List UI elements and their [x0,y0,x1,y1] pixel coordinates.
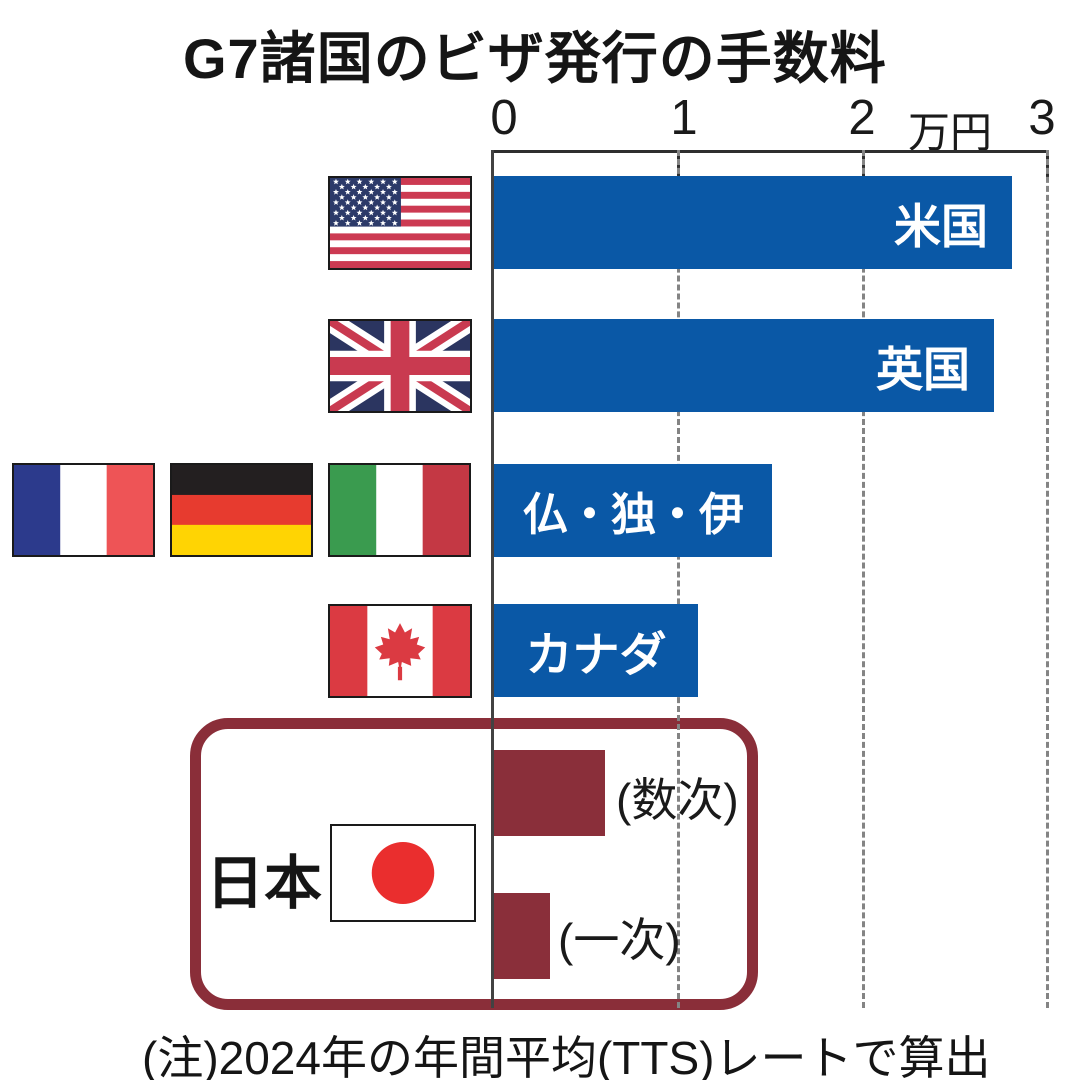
axis-tick-label-0: 0 [490,91,518,145]
italy-flag-icon [328,463,471,557]
bar-canada: カナダ [494,604,698,697]
chart-title: G7諸国のビザ発行の手数料 [183,27,887,90]
bar-france-germany-italy: 仏・独・伊 [494,464,772,557]
bar-japan-multiple-entry [494,750,605,836]
usa-flag-icon [328,176,472,270]
gridline-3 [1046,150,1049,1008]
axis-tick-label-1: 1 [670,91,698,145]
gridline-1 [677,150,680,1008]
gridline-2 [862,150,865,1008]
gridline-zero [491,150,494,1008]
axis-tick-label-3: 3 [1028,91,1056,145]
bar-label-canada: カナダ [525,628,667,681]
axis-tick-label-2: 2 [848,91,876,145]
axis-unit-label: 万円 [908,109,993,156]
bar-uk: 英国 [494,319,994,412]
germany-flag-icon [170,463,313,557]
uk-flag-icon [328,319,472,413]
canada-flag-icon [328,604,472,698]
label-japan-single-entry: (一次) [558,914,681,966]
japan-group-box [190,718,758,1010]
france-flag-icon [12,463,155,557]
label-japan-multiple-entry: (数次) [616,774,739,826]
footnote: (注)2024年の年間平均(TTS)レートで算出 [142,1032,991,1080]
bar-japan-single-entry [494,893,550,979]
bar-label-usa: 米国 [894,200,988,253]
bar-label-uk: 英国 [876,343,970,396]
japan-flag-icon [330,824,476,922]
bar-label-france-germany-italy: 仏・独・伊 [522,489,744,540]
japan-label: 日本 [206,851,323,916]
axis-line [493,150,1049,153]
bar-usa: 米国 [494,176,1012,269]
us-stars [332,178,398,226]
